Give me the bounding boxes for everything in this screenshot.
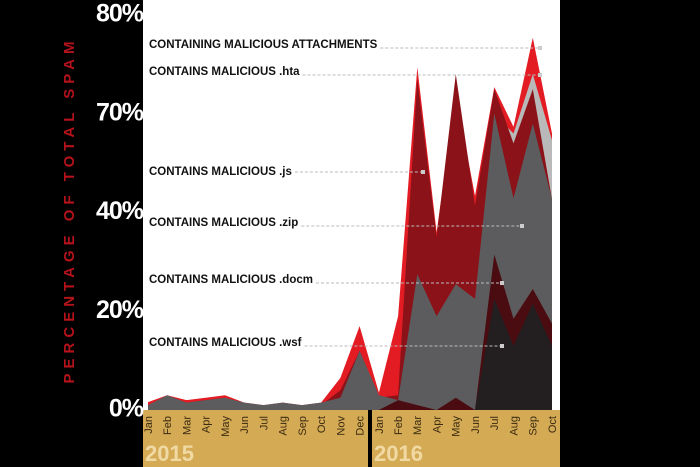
x-tick-label: Mar <box>412 416 424 435</box>
x-tick-label: Oct <box>316 416 328 433</box>
leader-dot <box>500 344 504 348</box>
y-tick-label: 80% <box>96 0 144 28</box>
x-tick-label: Sep <box>297 416 309 436</box>
x-tick-label: Jan <box>374 416 386 434</box>
x-tick-label: Jan <box>143 416 155 434</box>
y-tick-label: 70% <box>96 98 144 126</box>
x-tick-label: Aug <box>508 416 520 436</box>
x-tick-label: Aug <box>278 416 290 436</box>
y-axis-title: PERCENTAGE OF TOTAL SPAM <box>61 37 78 384</box>
area <box>148 298 552 410</box>
year-label: 2016 <box>374 441 423 466</box>
year-band <box>372 410 560 467</box>
legend-label: CONTAINS MALICIOUS .zip <box>149 217 298 229</box>
x-tick-label: Dec <box>355 416 367 436</box>
leader-dot <box>421 170 425 174</box>
x-tick-label: Feb <box>162 416 174 435</box>
x-tick-label: Jul <box>489 416 501 430</box>
x-tick-label: Mar <box>181 416 193 435</box>
leader-dot <box>538 73 542 77</box>
x-tick-label: Feb <box>393 416 405 435</box>
x-tick-label: Jun <box>470 416 482 434</box>
legend-label: CONTAINS MALICIOUS .js <box>149 166 292 178</box>
legend-label: CONTAINS MALICIOUS .docm <box>149 274 313 286</box>
x-tick-label: Nov <box>335 416 347 436</box>
legend-label: CONTAINING MALICIOUS ATTACHMENTS <box>149 39 378 51</box>
x-tick-label: Jul <box>258 416 270 430</box>
x-tick-label: Jun <box>239 416 251 434</box>
x-tick-label: Oct <box>547 416 559 433</box>
leader-dot <box>538 46 542 50</box>
legend-label: CONTAINS MALICIOUS .wsf <box>149 337 302 349</box>
year-band <box>143 410 368 467</box>
leader-dot <box>500 281 504 285</box>
leader-dot <box>520 224 524 228</box>
x-tick-label: May <box>220 416 232 437</box>
x-tick-label: Sep <box>528 416 540 436</box>
y-tick-label: 0% <box>109 395 144 423</box>
x-tick-label: Apr <box>431 416 443 433</box>
y-tick-label: 40% <box>96 197 144 225</box>
x-tick-label: Apr <box>201 416 213 433</box>
x-tick-label: May <box>451 416 463 437</box>
y-tick-label: 20% <box>96 296 144 324</box>
year-label: 2015 <box>145 441 194 466</box>
area <box>148 113 552 411</box>
legend-label: CONTAINS MALICIOUS .hta <box>149 66 300 78</box>
